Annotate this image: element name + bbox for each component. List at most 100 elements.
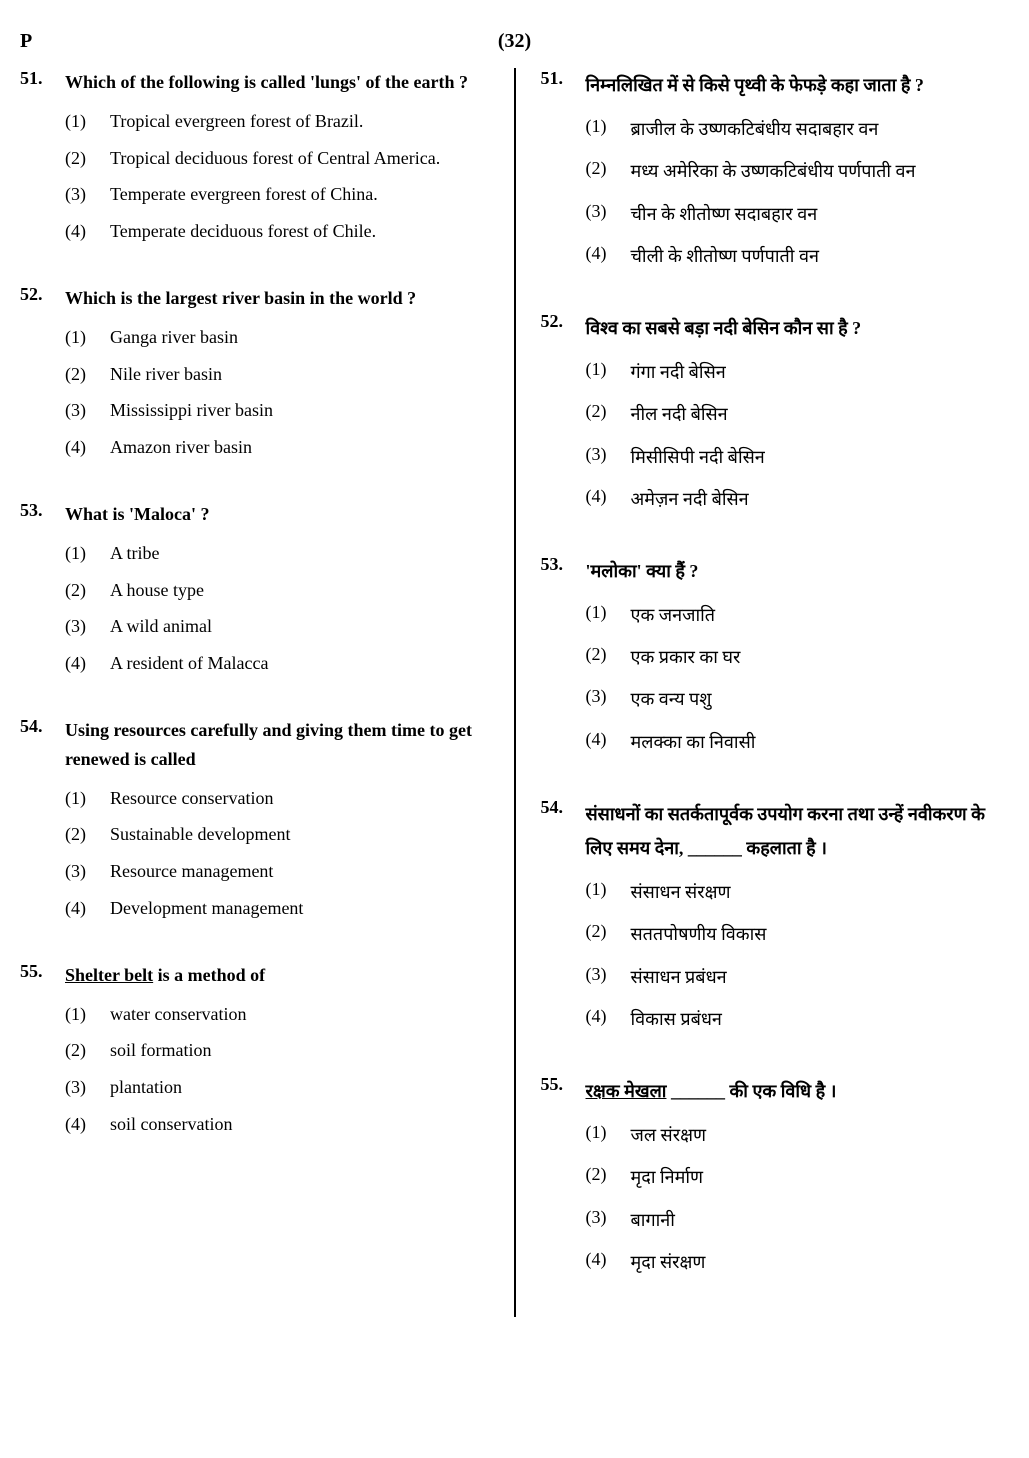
option-3: (3)Temperate evergreen forest of China. [65, 180, 489, 209]
option-number: (1) [65, 539, 110, 568]
option-1: (1)एक जनजाति [586, 598, 1010, 632]
option-number: (2) [65, 1036, 110, 1065]
option-text: नील नदी बेसिन [631, 397, 1010, 431]
option-4: (4)soil conservation [65, 1110, 489, 1139]
option-text: सततपोषणीय विकास [631, 917, 1010, 951]
question-suffix: ______ की एक विधि है । [666, 1081, 836, 1101]
option-number: (2) [586, 1160, 631, 1194]
header-code: P [20, 30, 495, 53]
option-3: (3)Resource management [65, 857, 489, 886]
option-text: A tribe [110, 539, 489, 568]
option-number: (4) [586, 1002, 631, 1036]
question-54-hi: 54. संसाधनों का सतर्कतापूर्वक उपयोग करना… [541, 797, 1010, 1044]
option-number: (3) [65, 612, 110, 641]
question-body: What is 'Maloca' ? (1)A tribe (2)A house… [65, 500, 489, 686]
question-number: 51. [20, 68, 65, 254]
option-3: (3)plantation [65, 1073, 489, 1102]
option-text: Resource management [110, 857, 489, 886]
option-text: A wild animal [110, 612, 489, 641]
question-text: Which of the following is called 'lungs'… [65, 68, 489, 97]
option-1: (1)Resource conservation [65, 784, 489, 813]
option-text: A house type [110, 576, 489, 605]
option-text: Sustainable development [110, 820, 489, 849]
option-number: (1) [586, 112, 631, 146]
option-text: Temperate evergreen forest of China. [110, 180, 489, 209]
question-55-en: 55. Shelter belt is a method of (1)water… [20, 961, 489, 1147]
option-text: water conservation [110, 1000, 489, 1029]
question-suffix: is a method of [153, 965, 265, 985]
option-2: (2)एक प्रकार का घर [586, 640, 1010, 674]
option-text: Tropical evergreen forest of Brazil. [110, 107, 489, 136]
option-2: (2)soil formation [65, 1036, 489, 1065]
page-header: P (32) [20, 30, 1009, 53]
question-body: Using resources carefully and giving the… [65, 716, 489, 931]
hindi-column: 51. निम्नलिखित में से किसे पृथ्वी के फेफ… [541, 68, 1010, 1317]
option-number: (1) [65, 784, 110, 813]
option-text: मृदा संरक्षण [631, 1245, 1010, 1279]
question-55-hi: 55. रक्षक मेखला ______ की एक विधि है । (… [541, 1074, 1010, 1287]
question-body: Which is the largest river basin in the … [65, 284, 489, 470]
option-text: soil formation [110, 1036, 489, 1065]
option-text: मृदा निर्माण [631, 1160, 1010, 1194]
option-text: Development management [110, 894, 489, 923]
option-number: (3) [65, 180, 110, 209]
option-text: Nile river basin [110, 360, 489, 389]
question-text: निम्नलिखित में से किसे पृथ्वी के फेफड़े … [586, 68, 1010, 102]
question-number: 53. [541, 554, 586, 767]
question-number: 52. [20, 284, 65, 470]
option-3: (3)बागानी [586, 1203, 1010, 1237]
question-53-en: 53. What is 'Maloca' ? (1)A tribe (2)A h… [20, 500, 489, 686]
option-3: (3)A wild animal [65, 612, 489, 641]
option-number: (4) [586, 1245, 631, 1279]
english-column: 51. Which of the following is called 'lu… [20, 68, 489, 1317]
option-text: मलक्का का निवासी [631, 725, 1010, 759]
option-1: (1)water conservation [65, 1000, 489, 1029]
question-body: निम्नलिखित में से किसे पृथ्वी के फेफड़े … [586, 68, 1010, 281]
option-number: (3) [65, 1073, 110, 1102]
option-number: (3) [586, 682, 631, 716]
question-number: 52. [541, 311, 586, 524]
option-text: संसाधन संरक्षण [631, 875, 1010, 909]
option-number: (4) [65, 894, 110, 923]
underlined-term: Shelter belt [65, 965, 153, 985]
option-number: (2) [586, 917, 631, 951]
option-number: (4) [65, 433, 110, 462]
exam-page: P (32) 51. Which of the following is cal… [20, 30, 1009, 1317]
option-1: (1)गंगा नदी बेसिन [586, 355, 1010, 389]
question-54-en: 54. Using resources carefully and giving… [20, 716, 489, 931]
underlined-term: रक्षक मेखला [586, 1081, 667, 1101]
option-text: Amazon river basin [110, 433, 489, 462]
question-52-hi: 52. विश्व का सबसे बड़ा नदी बेसिन कौन सा … [541, 311, 1010, 524]
option-3: (3)मिसीसिपी नदी बेसिन [586, 440, 1010, 474]
column-divider [514, 68, 516, 1317]
option-4: (4)चीली के शीतोष्ण पर्णपाती वन [586, 239, 1010, 273]
option-number: (1) [65, 323, 110, 352]
option-number: (3) [586, 1203, 631, 1237]
option-4: (4)मृदा संरक्षण [586, 1245, 1010, 1279]
option-number: (4) [586, 725, 631, 759]
question-52-en: 52. Which is the largest river basin in … [20, 284, 489, 470]
option-1: (1)ब्राजील के उष्णकटिबंधीय सदाबहार वन [586, 112, 1010, 146]
question-number: 51. [541, 68, 586, 281]
option-3: (3)संसाधन प्रबंधन [586, 960, 1010, 994]
question-number: 54. [541, 797, 586, 1044]
option-text: soil conservation [110, 1110, 489, 1139]
question-51-en: 51. Which of the following is called 'lu… [20, 68, 489, 254]
option-2: (2)नील नदी बेसिन [586, 397, 1010, 431]
question-body: विश्व का सबसे बड़ा नदी बेसिन कौन सा है ?… [586, 311, 1010, 524]
option-3: (3)एक वन्य पशु [586, 682, 1010, 716]
option-number: (2) [586, 154, 631, 188]
option-text: Temperate deciduous forest of Chile. [110, 217, 489, 246]
option-text: गंगा नदी बेसिन [631, 355, 1010, 389]
option-4: (4)Temperate deciduous forest of Chile. [65, 217, 489, 246]
question-51-hi: 51. निम्नलिखित में से किसे पृथ्वी के फेफ… [541, 68, 1010, 281]
option-1: (1)जल संरक्षण [586, 1118, 1010, 1152]
option-number: (4) [586, 482, 631, 516]
option-1: (1)A tribe [65, 539, 489, 568]
option-text: जल संरक्षण [631, 1118, 1010, 1152]
option-number: (1) [586, 598, 631, 632]
option-number: (3) [65, 396, 110, 425]
question-text: Shelter belt is a method of [65, 961, 489, 990]
option-text: एक जनजाति [631, 598, 1010, 632]
option-3: (3)चीन के शीतोष्ण सदाबहार वन [586, 197, 1010, 231]
